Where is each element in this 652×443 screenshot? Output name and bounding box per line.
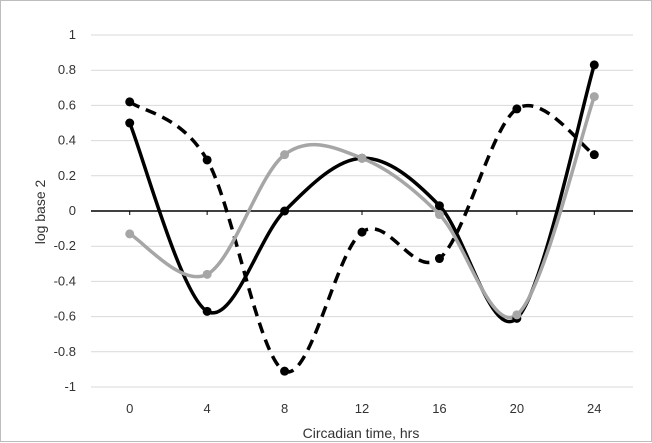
data-point xyxy=(589,60,599,70)
data-point xyxy=(512,310,522,320)
x-tick-label: 4 xyxy=(204,401,211,416)
data-point xyxy=(357,153,367,163)
axes xyxy=(91,210,633,215)
series-lines xyxy=(127,63,597,374)
y-tick-label: -0.8 xyxy=(54,344,76,359)
y-tick-label: 0.2 xyxy=(58,168,76,183)
data-point xyxy=(125,97,135,107)
x-tick-labels: 0 4 8 12 16 20 24 xyxy=(126,401,601,416)
x-tick-label: 0 xyxy=(126,401,133,416)
y-tick-label: 0.6 xyxy=(58,97,76,112)
data-point xyxy=(125,229,135,239)
y-tick-label: 1 xyxy=(69,27,76,42)
y-tick-label: 0.8 xyxy=(58,62,76,77)
series-line-3 xyxy=(127,94,597,320)
data-point xyxy=(202,306,212,316)
y-tick-label: -0.2 xyxy=(54,238,76,253)
data-point xyxy=(125,118,135,128)
data-point xyxy=(280,206,290,216)
x-tick-label: 12 xyxy=(355,401,369,416)
data-point xyxy=(589,92,599,102)
data-point xyxy=(434,210,444,220)
data-point xyxy=(512,104,522,114)
x-tick-label: 24 xyxy=(587,401,601,416)
y-tick-label: 0 xyxy=(69,203,76,218)
series-line-2 xyxy=(127,63,597,324)
data-point xyxy=(434,201,444,211)
data-point xyxy=(357,227,367,237)
y-tick-label: -0.4 xyxy=(54,273,76,288)
x-tick-label: 16 xyxy=(432,401,446,416)
x-tick-label: 8 xyxy=(281,401,288,416)
gridlines xyxy=(91,34,633,388)
y-tick-label: -0.6 xyxy=(54,309,76,324)
series-points xyxy=(125,60,599,376)
y-tick-label: -1 xyxy=(64,379,76,394)
x-axis-title: Circadian time, hrs xyxy=(303,425,420,441)
y-tick-label: 0.4 xyxy=(58,133,76,148)
data-point xyxy=(280,150,290,160)
y-tick-labels: -1 -0.8 -0.6 -0.4 -0.2 0 0.2 0.4 0.6 0.8 1 xyxy=(54,27,76,394)
y-axis-title: log base 2 xyxy=(32,179,48,244)
data-point xyxy=(434,254,444,264)
x-tick-label: 20 xyxy=(510,401,524,416)
data-point xyxy=(202,155,212,165)
series-line-1 xyxy=(128,100,596,374)
data-point xyxy=(589,150,599,160)
data-point xyxy=(280,366,290,376)
data-point xyxy=(202,269,212,279)
